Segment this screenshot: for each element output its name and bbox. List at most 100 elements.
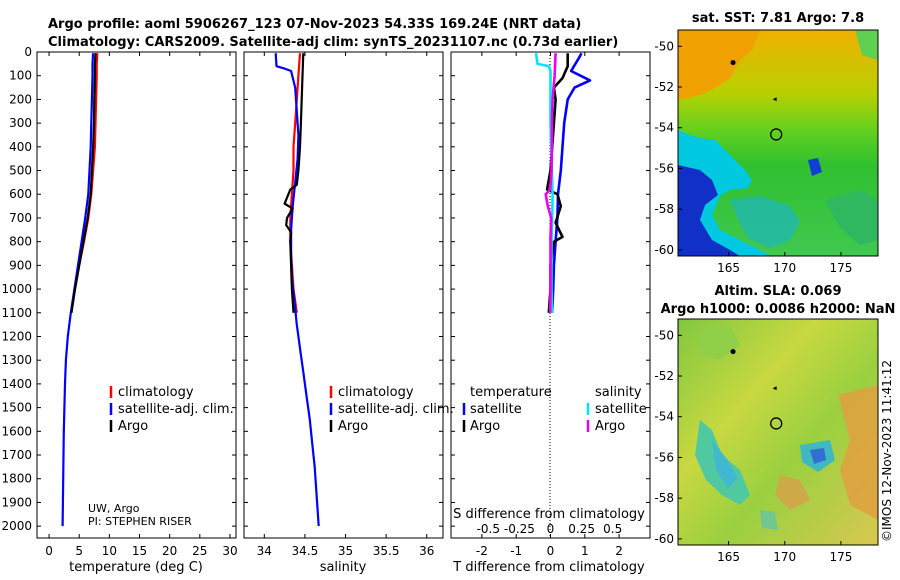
sst-eddy-region [730,196,800,248]
x-tick-label: -1 [510,544,522,558]
legend-satellite-label: satellite-adj. clim. [118,402,234,417]
x-tick-label: 2 [615,544,623,558]
x-tick-label: 0 [45,544,53,558]
legend-satellite-label: satellite-adj. clim. [338,402,454,417]
sst-map: sat. SST: 7.81 Argo: 7.8 165 170 175 -50 -52… [654,11,879,275]
map-y-tick-label: -54 [654,410,674,424]
salinity-difference-inner-ticks: -0.5 -0.25 0 0.25 0.5 [477,522,623,536]
previous-profile-marker [730,349,736,355]
legend-argo-label: Argo [118,419,148,434]
sla-high-region [838,385,878,520]
depth-tick-label: 0 [24,45,32,59]
depth-tick-label: 1700 [1,448,32,462]
legend-s-satellite-label: satellite [595,402,647,417]
series-line-s-argo [544,53,557,313]
depth-tick-label: 300 [9,116,32,130]
x-tick-label: 15 [132,544,147,558]
legend-t-satellite-label: satellite [470,402,522,417]
difference-panel: -2 -1 0 1 2 -0.5 -0.25 0 0.25 0.5 T difference f… [450,51,651,575]
map-y-tick-label: -58 [654,202,674,216]
map-y-tick-label: -60 [654,243,674,257]
salinity-diff-tick-label: 0.25 [568,522,595,536]
sst-warm-water-region [678,30,760,100]
map-x-tick-label: 165 [717,550,740,564]
salinity-legend: climatology satellite-adj. clim. Argo [329,385,454,434]
map-y-tick-label: -60 [654,532,674,546]
temperature-ticks: 0 5 10 15 20 25 30 [37,51,238,558]
map-y-tick-label: -52 [654,80,674,94]
difference-legend: temperature satellite Argo salinity sate… [462,385,647,434]
x-tick-label: 35 [338,544,353,558]
map-y-tick-label: -56 [654,450,674,464]
imos-watermark: ©IMOS 12-Nov-2023 11:41:12 [880,360,894,542]
series-line-t-satellite [550,52,592,313]
sla-map-frame [677,318,879,546]
x-tick-label: 34 [257,544,272,558]
salinity-diff-tick-label: -0.5 [477,522,500,536]
x-tick-label: 20 [162,544,177,558]
series-line-argo [283,53,305,313]
map-y-tick-label: -50 [654,39,674,53]
depth-tick-label: 900 [9,258,32,272]
depth-tick-label: 2000 [1,519,32,533]
map-y-tick-label: -54 [654,121,674,135]
temperature-panel: 0 5 10 15 20 25 30 0 100 200 300 400 500 600 700 800 90… [1,45,237,575]
sst-ne-patch [855,30,878,60]
x-tick-label: 25 [192,544,207,558]
sla-map-title-line-1: Altim. SLA: 0.069 [715,284,842,299]
depth-tick-label: 200 [9,92,32,106]
legend-s-argo-label: Argo [595,419,625,434]
depth-tick-label: 1800 [1,472,32,486]
map-x-tick-label: 170 [773,550,796,564]
legend-climatology-label: climatology [118,385,194,400]
difference-xlabel: T difference from climatology [452,560,645,575]
temperature-axes-frame [36,51,237,539]
figure-title-line-1: Argo profile: aoml 5906267_123 07-Nov-20… [48,17,581,32]
map-x-tick-label: 175 [829,261,852,275]
depth-tick-label: 1600 [1,424,32,438]
map-x-tick-label: 170 [773,261,796,275]
sst-small-cold-patch [808,158,822,176]
sla-map-title-line-2: Argo h1000: 0.0086 h2000: NaN [661,302,896,317]
x-tick-label: 10 [102,544,117,558]
sla-map: Altim. SLA: 0.069 Argo h1000: 0.0086 h20… [654,284,895,564]
map-x-tick-label: 165 [717,261,740,275]
salinity-ticks: 34 34.5 35 35.5 36 [244,51,443,558]
depth-tick-label: 1500 [1,401,32,415]
depth-tick-label: 1300 [1,353,32,367]
sst-map-field [678,30,878,256]
sla-small-low-patch [760,510,778,530]
x-tick-label: 5 [75,544,83,558]
sst-map-ticks: 165 170 175 -50 -52 -54 -56 -58 -60 [654,39,852,275]
depth-tick-label: 100 [9,69,32,83]
temperature-xlabel: temperature (deg C) [69,560,203,575]
difference-lines [534,52,592,313]
sla-argo-markers [730,349,783,430]
depth-tick-labels: 0 100 200 300 400 500 600 700 800 900 1000 1100 1200… [1,45,32,533]
map-x-tick-label: 175 [829,550,852,564]
difference-ticks: -2 -1 0 1 2 [451,51,650,558]
sst-map-title: sat. SST: 7.81 Argo: 7.8 [692,11,864,26]
depth-tick-label: 600 [9,187,32,201]
legend-climatology-label: climatology [338,385,414,400]
sla-high-patch [775,475,810,510]
x-tick-label: 35.5 [373,544,400,558]
series-line-satellite-adj-clim- [274,53,320,527]
series-line-argo [70,53,97,313]
depth-tick-label: 400 [9,140,32,154]
sla-map-field [678,319,878,545]
sst-green-patch [825,190,878,245]
sst-map-frame [677,29,879,257]
sla-eddy-core [810,448,826,464]
map-y-tick-label: -50 [654,328,674,342]
salinity-diff-tick-label: -0.25 [504,522,535,536]
track-arrow-marker [772,386,777,391]
legend-salinity-heading: salinity [595,385,642,400]
institution-credit: UW, Argo [88,502,140,515]
x-tick-label: 30 [222,544,237,558]
depth-tick-label: 800 [9,235,32,249]
temperature-lines [61,53,99,527]
previous-profile-marker [730,60,736,66]
sla-lowest-region [712,440,738,488]
